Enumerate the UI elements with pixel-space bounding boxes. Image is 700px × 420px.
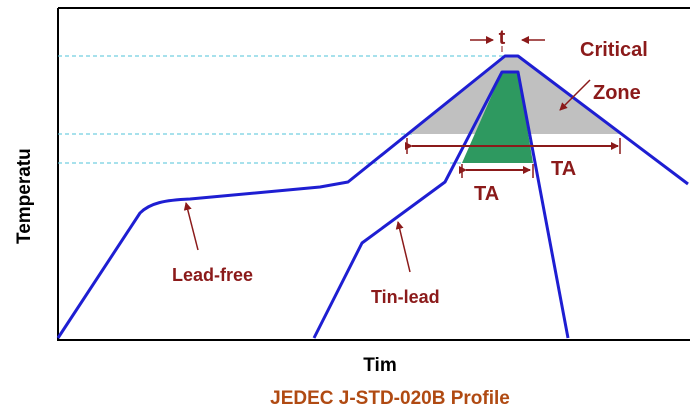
plot-frame bbox=[57, 8, 690, 341]
ta-inner-label: TA bbox=[474, 183, 499, 205]
tin-lead-label: Tin-lead bbox=[371, 287, 440, 307]
critical-zone-pointer-arrow bbox=[559, 79, 591, 111]
lead-free-pointer-arrow bbox=[183, 202, 199, 251]
lead-free-label: Lead-free bbox=[172, 265, 253, 285]
zone-label: Zone bbox=[593, 82, 641, 104]
y-axis-label: Temperatu bbox=[14, 148, 35, 244]
tin-lead-zone-area bbox=[462, 72, 533, 163]
tin-lead-curve bbox=[312, 70, 570, 339]
ta-outer-label: TA bbox=[551, 158, 576, 180]
critical-label: Critical bbox=[580, 39, 648, 61]
tin-lead-pointer-arrow bbox=[395, 221, 411, 273]
x-axis-label: Tim bbox=[363, 355, 396, 376]
lead-free-curve bbox=[56, 54, 689, 339]
t-label: t bbox=[499, 27, 506, 49]
diagram-caption: JEDEC J-STD-020B Profile bbox=[270, 388, 510, 409]
